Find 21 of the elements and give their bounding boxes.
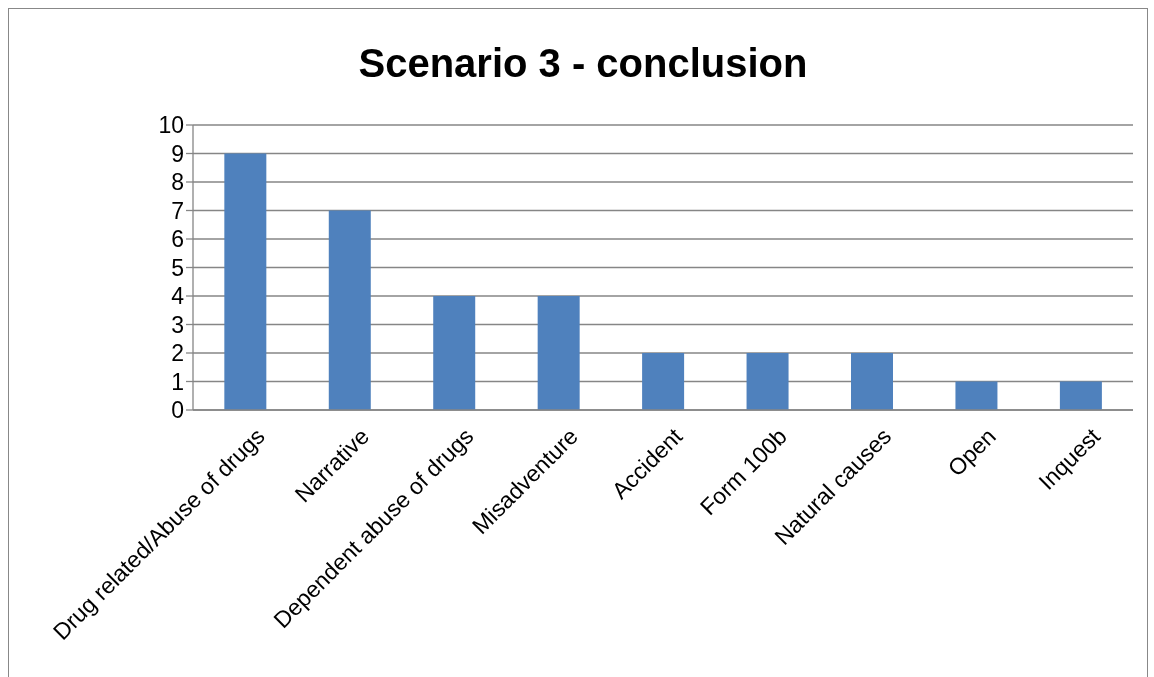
bar (746, 353, 789, 410)
bar (1059, 381, 1102, 410)
bar (537, 296, 580, 410)
y-tick-label: 8 (171, 169, 184, 196)
bar (955, 381, 998, 410)
bar (224, 153, 267, 410)
bar (851, 353, 893, 410)
y-tick-label: 10 (158, 112, 184, 139)
y-tick-label: 2 (171, 340, 184, 367)
bar (642, 353, 685, 410)
y-tick-label: 4 (171, 283, 185, 310)
y-tick-label: 6 (171, 226, 184, 253)
bar (433, 296, 476, 410)
y-tick-label: 5 (171, 254, 184, 281)
chart-title: Scenario 3 - conclusion (357, 41, 809, 86)
y-tick-label: 3 (171, 311, 184, 338)
y-tick-label: 9 (171, 140, 184, 167)
y-tick-label: 0 (171, 397, 184, 424)
y-tick-label: 1 (171, 368, 184, 395)
bar (328, 210, 371, 410)
y-tick-label: 7 (171, 197, 184, 224)
